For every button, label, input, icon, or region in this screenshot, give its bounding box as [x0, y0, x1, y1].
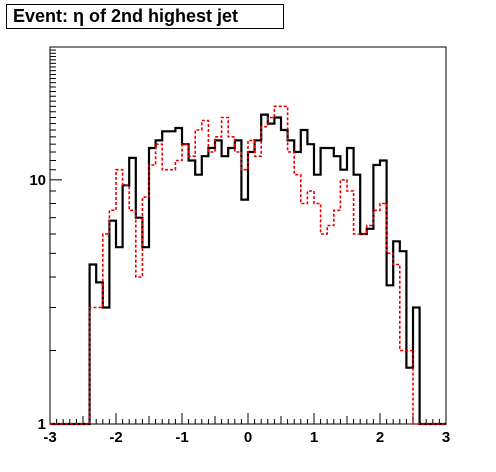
- axis-tick-labels: -3 -2 -1 0 1 2 3 1 10: [29, 172, 450, 446]
- histogram-series-black: [50, 113, 446, 426]
- histogram-series: [50, 105, 446, 426]
- x-tick-label: -3: [43, 429, 56, 446]
- axis-ticks: [49, 46, 447, 425]
- y-tick-label: 1: [38, 416, 46, 433]
- x-tick-label: 3: [442, 429, 450, 446]
- x-tick-label: -1: [175, 429, 188, 446]
- histogram-series-red-dashed: [50, 105, 446, 425]
- x-tick-label: 1: [310, 429, 318, 446]
- x-tick-label: 2: [376, 429, 384, 446]
- chart-title: Event: η of 2nd highest jet: [6, 4, 284, 29]
- x-tick-label: -2: [109, 429, 122, 446]
- x-tick-label: 0: [244, 429, 252, 446]
- y-tick-label: 10: [29, 172, 46, 189]
